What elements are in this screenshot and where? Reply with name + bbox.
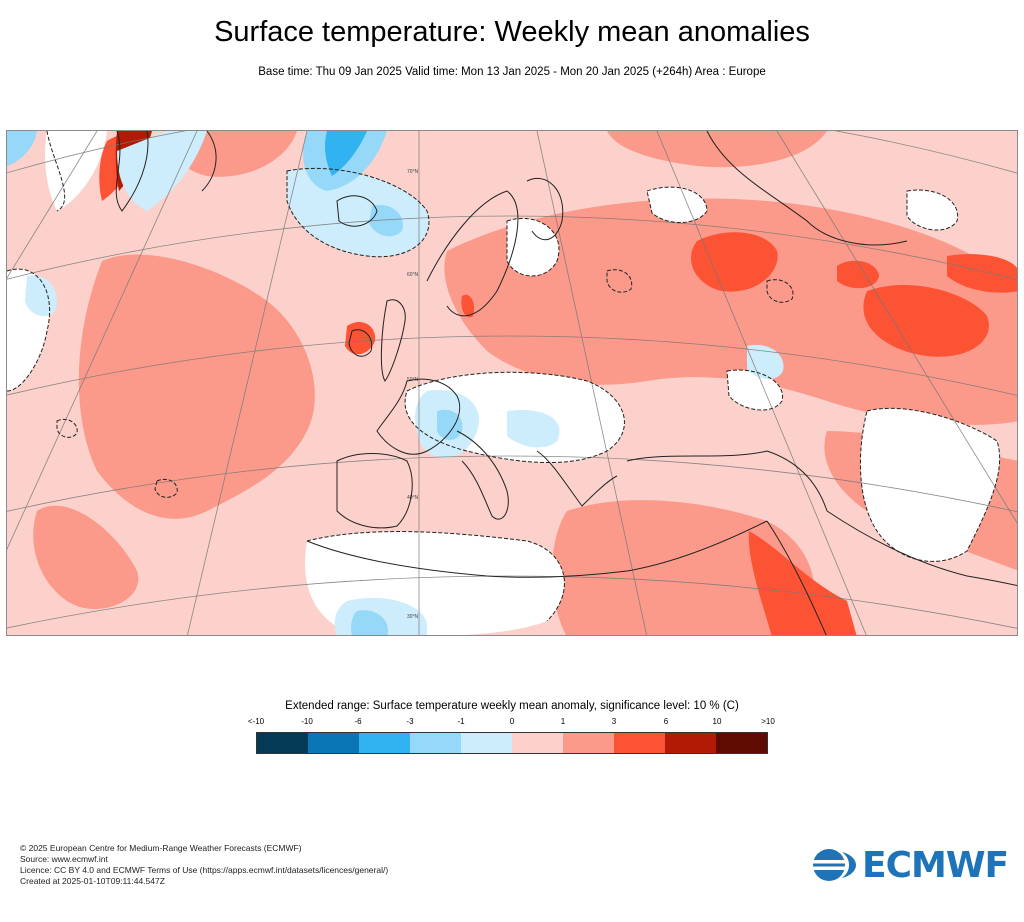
legend-swatch-0 [257, 733, 308, 753]
legend-tick: 1 [560, 717, 566, 726]
legend-swatch-3 [410, 733, 461, 753]
significance-contours [7, 131, 1001, 622]
legend-tick: 10 [712, 717, 722, 726]
legend-tick: 3 [611, 717, 617, 726]
footer-source: Source: www.ecmwf.int [20, 854, 108, 864]
lat-label-40: 40°N [407, 495, 419, 501]
logo-text: ECMWF [862, 844, 1009, 886]
legend-swatch-1 [308, 733, 359, 753]
legend-tick: -10 [301, 717, 313, 726]
legend-swatch-2 [359, 733, 410, 753]
legend-swatch-5 [512, 733, 563, 753]
legend-tick: 6 [663, 717, 669, 726]
legend-swatch-7 [614, 733, 665, 753]
legend-tick: <-10 [247, 717, 265, 726]
footer-licence: Licence: CC BY 4.0 and ECMWF Terms of Us… [20, 865, 389, 875]
ecmwf-logo-icon [812, 849, 858, 881]
legend-swatch-6 [563, 733, 614, 753]
chart-title: Surface temperature: Weekly mean anomali… [214, 16, 810, 48]
legend-tick: -6 [354, 717, 362, 726]
legend-tick-labels: <-10 -10 -6 -3 -1 0 1 3 6 10 >10 [0, 717, 1024, 729]
legend-title: Extended range: Surface temperature week… [285, 700, 739, 712]
legend-tick: -3 [406, 717, 414, 726]
footer-created: Created at 2025-01-10T09:11:44.547Z [20, 876, 165, 886]
anomaly-map: 70°N 60°N 50°N 40°N 30°N [6, 130, 1018, 636]
legend-swatch-9 [716, 733, 767, 753]
lat-label-70: 70°N [407, 169, 419, 175]
lat-label-30: 30°N [407, 614, 419, 620]
legend-colorbar [256, 732, 768, 754]
map-graticule [7, 131, 1017, 635]
footer-copyright: © 2025 European Centre for Medium-Range … [20, 843, 302, 853]
legend-swatch-4 [461, 733, 512, 753]
legend-swatch-8 [665, 733, 716, 753]
lat-label-60: 60°N [407, 272, 419, 278]
legend-tick: >10 [761, 717, 775, 726]
legend-tick: 0 [509, 717, 515, 726]
chart-subtitle: Base time: Thu 09 Jan 2025 Valid time: M… [258, 66, 766, 78]
ecmwf-logo: ECMWF [812, 844, 1012, 886]
cold-anomaly [324, 131, 367, 176]
footer-credits: © 2025 European Centre for Medium-Range … [20, 843, 388, 887]
hot-anomaly-areas [99, 133, 1017, 635]
legend-tick: -1 [457, 717, 465, 726]
